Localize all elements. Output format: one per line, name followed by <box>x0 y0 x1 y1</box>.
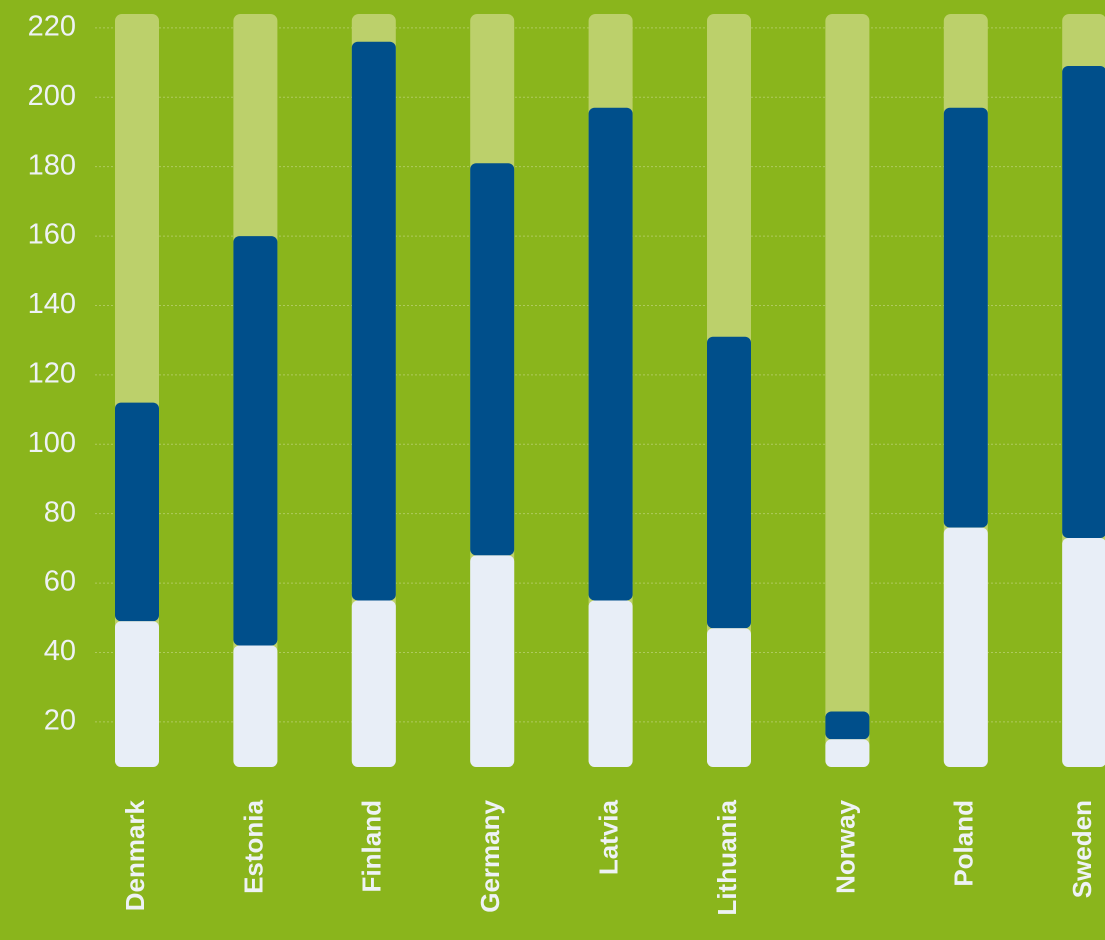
bar-segment <box>351 41 396 601</box>
x-tick-label: Latvia <box>593 799 623 875</box>
y-tick-label: 220 <box>28 11 76 43</box>
y-tick-label: 60 <box>44 566 76 598</box>
bar-segment <box>470 163 515 556</box>
bar-segment <box>943 527 988 767</box>
bar-segment <box>588 600 633 767</box>
bar-segment <box>707 628 751 767</box>
bar-track <box>825 14 870 767</box>
x-tick-label: Finland <box>357 800 387 892</box>
y-tick-label: 140 <box>28 288 76 320</box>
bar-segment <box>943 107 988 528</box>
bar-segment <box>707 336 751 629</box>
bar-segment <box>1062 537 1105 767</box>
y-tick-label: 40 <box>44 635 76 667</box>
bar-segment <box>825 739 870 767</box>
x-tick-label: Norway <box>830 799 860 893</box>
x-tick-label: Poland <box>949 800 979 887</box>
bar-segment <box>588 107 633 601</box>
bar-segment <box>470 555 515 767</box>
bar-segment <box>233 236 278 646</box>
y-tick-label: 100 <box>28 427 76 459</box>
bar-segment <box>115 402 159 622</box>
x-tick-label: Sweden <box>1067 800 1097 898</box>
bar-segment <box>233 645 278 767</box>
bar-segment <box>1062 66 1105 538</box>
y-tick-label: 120 <box>28 358 76 390</box>
bar-segment <box>351 600 396 767</box>
x-tick-label: Denmark <box>120 799 150 911</box>
x-tick-label: Estonia <box>238 799 268 893</box>
y-tick-label: 20 <box>44 705 76 737</box>
y-tick-label: 180 <box>28 149 76 181</box>
bar-segment <box>825 711 870 740</box>
x-tick-label: Lithuania <box>712 799 742 915</box>
y-tick-label: 80 <box>44 496 76 528</box>
y-tick-label: 200 <box>28 80 76 112</box>
bar-segment <box>115 621 159 767</box>
x-tick-label: Germany <box>475 799 505 912</box>
y-tick-label: 160 <box>28 219 76 251</box>
